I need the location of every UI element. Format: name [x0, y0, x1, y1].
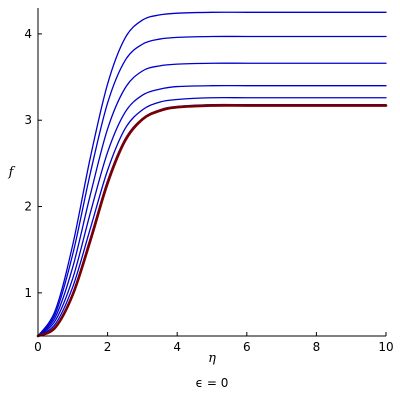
x-tick-label: 8	[313, 340, 321, 354]
x-tick-label: 0	[34, 340, 42, 354]
series-line-6	[37, 103, 387, 337]
series-line-1	[37, 11, 387, 337]
y-tick-label: 2	[24, 200, 32, 214]
x-tick-label: 6	[243, 340, 251, 354]
series-line-5	[37, 96, 387, 337]
series-line-7	[36, 104, 388, 338]
axes-layer	[37, 8, 386, 337]
series-line-2	[37, 35, 387, 337]
chart-caption: ϵ = 0	[196, 376, 229, 390]
x-axis-label: η	[208, 351, 216, 366]
series-line-3	[37, 62, 387, 337]
x-tick-label: 2	[104, 340, 112, 354]
y-axis-label: f	[8, 165, 16, 180]
series-line-4	[37, 84, 387, 337]
y-tick-label: 3	[24, 113, 32, 127]
x-tick-label: 10	[378, 340, 393, 354]
series-layer	[36, 11, 388, 338]
y-tick-label: 1	[24, 286, 32, 300]
x-tick-label: 4	[173, 340, 181, 354]
y-tick-label: 4	[24, 27, 32, 41]
